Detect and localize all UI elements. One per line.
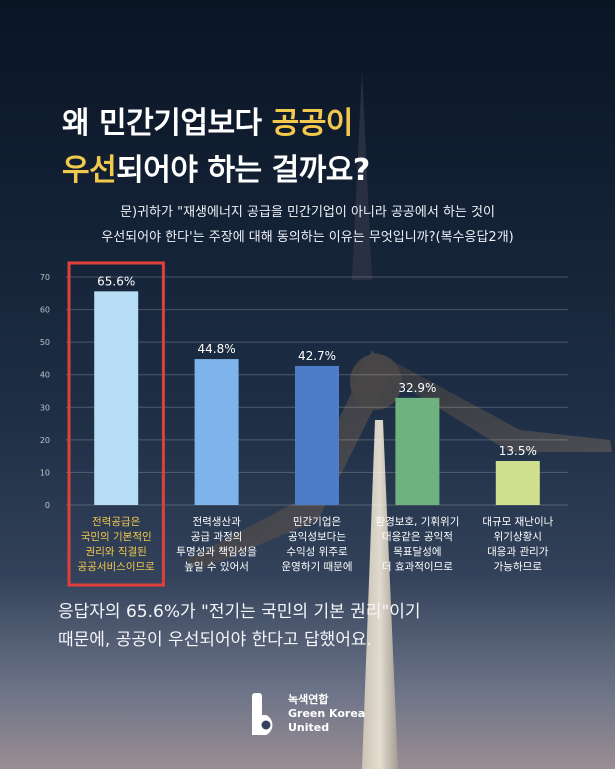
x-tick-label: 전력공급은 <box>92 516 141 528</box>
green-korea-logo-icon <box>252 693 273 735</box>
x-tick-label: 운영하기 때문에 <box>282 560 353 573</box>
x-tick-label: 목표달성에 <box>393 546 441 558</box>
y-tick-label: 60 <box>40 306 50 315</box>
x-tick-label: 높일 수 있어서 <box>184 560 249 573</box>
x-tick-label: 더 효과적이므로 <box>382 561 453 573</box>
logo-english-name: Green Korea <box>288 707 366 720</box>
highlight-box <box>67 261 165 587</box>
data-label: 32.9% <box>398 381 436 395</box>
y-tick-label: 10 <box>40 468 50 477</box>
x-tick-label: 가능하므로 <box>494 560 543 573</box>
data-label: 42.7% <box>298 349 336 363</box>
x-tick-label: 민간기업은 <box>293 515 342 528</box>
y-tick-label: 50 <box>40 338 50 347</box>
data-label: 65.6% <box>97 274 135 288</box>
title-text: 왜 민간기업보다 <box>62 106 272 141</box>
y-tick-label: 20 <box>40 436 50 445</box>
x-tick-label: 권리와 직결된 <box>86 546 147 558</box>
page-title: 왜 민간기업보다 공공이 우선되어야 하는 걸까요? <box>62 100 370 194</box>
x-tick-label: 수익성 위주로 <box>286 545 348 558</box>
bar <box>395 397 440 505</box>
bar <box>94 291 139 505</box>
data-label: 44.8% <box>198 342 236 356</box>
title-highlight: 공공이 <box>271 106 354 141</box>
y-tick-label: 40 <box>40 371 50 380</box>
y-tick-label: 0 <box>45 501 50 510</box>
logo-korean-name: 녹색연합 <box>288 693 329 706</box>
x-tick-label: 공익성보다는 <box>288 531 346 543</box>
summary-line-2: 때문에, 공공이 우선되어야 한다고 답했어요. <box>58 630 372 650</box>
x-tick-label: 공공서비스이므로 <box>78 561 156 573</box>
bar <box>495 461 540 505</box>
question-line-1: 문)귀하가 "재생에너지 공급을 민간기업이 아니라 공공에서 하는 것이 <box>120 205 495 220</box>
y-tick-label: 70 <box>40 273 50 282</box>
question-line-2: 우선되어야 한다'는 주장에 대해 동의하는 이유는 무엇입니까?(복수응답2개… <box>101 230 514 245</box>
x-tick-label: 대응같은 공익적 <box>382 531 453 543</box>
title-text: 되어야 하는 걸까요? <box>116 153 370 188</box>
title-line-2: 우선되어야 하는 걸까요? <box>62 147 370 194</box>
x-tick-label: 공급 과정의 <box>191 531 243 543</box>
summary-line-1: 응답자의 65.6%가 "전기는 국민의 기본 권리"이기 <box>58 602 421 622</box>
x-tick-label: 환경보호, 기휘위기 <box>375 515 459 528</box>
bar <box>295 365 339 505</box>
x-tick-label: 위기상황시 <box>494 530 542 543</box>
data-label: 13.5% <box>499 444 537 458</box>
green-korea-logo: 녹색연합 Green Korea United <box>250 693 365 735</box>
x-tick-label: 대규모 재난이나 <box>482 516 553 528</box>
title-line-1: 왜 민간기업보다 공공이 <box>62 100 370 147</box>
logo-english-name-2: United <box>288 721 330 734</box>
y-tick-label: 30 <box>40 403 50 412</box>
x-tick-label: 투명성과 책임성을 <box>176 545 257 558</box>
summary-text: 응답자의 65.6%가 "전기는 국민의 기본 권리"이기 때문에, 공공이 우… <box>58 598 421 654</box>
x-tick-label: 대응과 관리가 <box>487 546 549 558</box>
x-tick-label: 국민의 기본적인 <box>81 531 152 543</box>
x-tick-label: 전력생산과 <box>192 516 241 528</box>
survey-question: 문)귀하가 "재생에너지 공급을 민간기업이 아니라 공공에서 하는 것이 우선… <box>0 200 615 250</box>
bar <box>194 359 239 505</box>
title-highlight: 우선 <box>62 153 117 188</box>
